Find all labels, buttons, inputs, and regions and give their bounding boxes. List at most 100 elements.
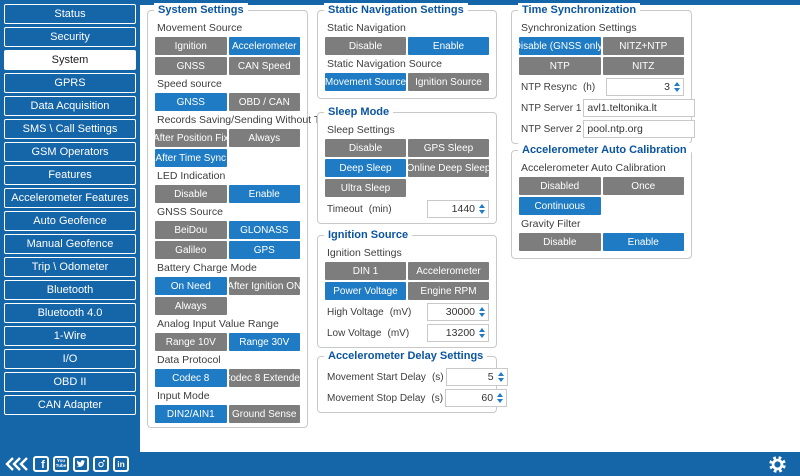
- opt-gravity-disable[interactable]: Disable: [519, 233, 601, 251]
- opt-can-speed[interactable]: CAN Speed: [228, 57, 300, 75]
- sidebar-item-features[interactable]: Features: [4, 165, 136, 185]
- collapse-chevrons-icon[interactable]: [5, 457, 29, 471]
- opt-after-position-fix[interactable]: After Position Fix: [155, 129, 227, 147]
- sidebar-item-gsm-operators[interactable]: GSM Operators: [4, 142, 136, 162]
- opt-codec-8[interactable]: Codec 8: [155, 369, 227, 387]
- opt-gravity-enable[interactable]: Enable: [602, 233, 684, 251]
- opt-gps[interactable]: GPS: [228, 241, 300, 259]
- spinner-icon[interactable]: [497, 372, 504, 382]
- opt-din-1[interactable]: DIN 1: [325, 262, 406, 280]
- instagram-icon[interactable]: [93, 456, 109, 472]
- opt-obd-can[interactable]: OBD / CAN: [228, 93, 300, 111]
- opt-led-enable[interactable]: Enable: [228, 185, 300, 203]
- opt-power-voltage[interactable]: Power Voltage: [325, 282, 406, 300]
- field-ntp-server-1: NTP Server 1: [519, 99, 696, 117]
- sidebar-item-can-adapter[interactable]: CAN Adapter: [4, 395, 136, 415]
- opt-online-deep-sleep[interactable]: Online Deep Sleep: [408, 159, 489, 177]
- field-label: Timeout: [327, 203, 363, 215]
- sidebar-item-system[interactable]: System: [4, 50, 136, 70]
- opt-movement-source[interactable]: Movement Source: [325, 73, 406, 91]
- movement-start-delay-input[interactable]: [446, 369, 507, 385]
- settings-gear-button[interactable]: [768, 455, 787, 476]
- youtube-icon[interactable]: You Tube: [53, 456, 69, 472]
- opt-after-ignition-on[interactable]: After Ignition ON: [228, 277, 300, 295]
- sidebar-item-trip-odometer[interactable]: Trip \ Odometer: [4, 257, 136, 277]
- sidebar-item-data-acquisition[interactable]: Data Acquisition: [4, 96, 136, 116]
- opt-ignition[interactable]: Ignition: [155, 37, 227, 55]
- opt-gnss-speed[interactable]: GNSS: [155, 93, 227, 111]
- opt-din2-ain1[interactable]: DIN2/AIN1: [155, 405, 227, 423]
- sidebar-item-1-wire[interactable]: 1-Wire: [4, 326, 136, 346]
- panel-accelerometer-delay: Accelerometer Delay Settings Movement St…: [317, 349, 508, 413]
- spinner-icon[interactable]: [497, 393, 504, 403]
- linkedin-icon[interactable]: in: [113, 456, 129, 472]
- panel-title: Static Navigation Settings: [324, 3, 468, 18]
- opt-nitz[interactable]: NITZ: [602, 57, 684, 75]
- opt-deep-sleep[interactable]: Deep Sleep: [325, 159, 406, 177]
- group-battery-charge-mode: Battery Charge Mode On Need After Igniti…: [155, 261, 300, 315]
- opt-engine-rpm[interactable]: Engine RPM: [408, 282, 489, 300]
- opt-always-charge[interactable]: Always: [155, 297, 227, 315]
- opt-accelerometer[interactable]: Accelerometer: [228, 37, 300, 55]
- sidebar-item-auto-geofence[interactable]: Auto Geofence: [4, 211, 136, 231]
- sidebar-item-security[interactable]: Security: [4, 27, 136, 47]
- spinner-icon[interactable]: [479, 204, 485, 214]
- sidebar-item-bluetooth[interactable]: Bluetooth: [4, 280, 136, 300]
- ntp-server-2-input[interactable]: [584, 121, 695, 137]
- sidebar-item-status[interactable]: Status: [4, 4, 136, 24]
- sidebar-item-gprs[interactable]: GPRS: [4, 73, 136, 93]
- opt-gnss[interactable]: GNSS: [155, 57, 227, 75]
- spinner-icon[interactable]: [479, 307, 485, 317]
- movement-stop-delay-input[interactable]: [446, 390, 507, 406]
- opt-ign-accelerometer[interactable]: Accelerometer: [408, 262, 489, 280]
- field-label: NTP Server 2: [521, 123, 582, 135]
- opt-ultra-sleep[interactable]: Ultra Sleep: [325, 179, 406, 197]
- opt-calib-once[interactable]: Once: [602, 177, 684, 195]
- group-label: Sleep Settings: [327, 124, 395, 136]
- opt-beidou[interactable]: BeiDou: [155, 221, 227, 239]
- opt-ground-sense[interactable]: Ground Sense: [228, 405, 300, 423]
- opt-after-time-sync[interactable]: After Time Sync: [155, 149, 227, 167]
- twitter-icon[interactable]: [73, 456, 89, 472]
- sidebar-item-obd-ii[interactable]: OBD II: [4, 372, 136, 392]
- ntp-resync-input[interactable]: [607, 79, 683, 95]
- facebook-icon[interactable]: f: [33, 456, 49, 472]
- twitter-bird-icon: [76, 460, 85, 467]
- opt-staticnav-disable[interactable]: Disable: [325, 37, 406, 55]
- low-voltage-input[interactable]: [428, 325, 488, 341]
- opt-on-need[interactable]: On Need: [155, 277, 227, 295]
- group-static-navigation: Static Navigation Disable Enable: [325, 21, 489, 55]
- sidebar-item-accelerometer-features[interactable]: Accelerometer Features: [4, 188, 136, 208]
- sidebar-item-manual-geofence[interactable]: Manual Geofence: [4, 234, 136, 254]
- opt-galileo[interactable]: Galileo: [155, 241, 227, 259]
- opt-range-30v[interactable]: Range 30V: [228, 333, 300, 351]
- timeout-input[interactable]: [428, 201, 488, 217]
- opt-range-10v[interactable]: Range 10V: [155, 333, 227, 351]
- opt-nitz-ntp[interactable]: NITZ+NTP: [602, 37, 684, 55]
- group-label: Analog Input Value Range: [157, 318, 279, 330]
- opt-always-ts[interactable]: Always: [228, 129, 300, 147]
- sidebar-item-sms-call-settings[interactable]: SMS \ Call Settings: [4, 119, 136, 139]
- panel-title: Ignition Source: [324, 228, 413, 243]
- opt-ignition-source[interactable]: Ignition Source: [408, 73, 489, 91]
- opt-sleep-disable[interactable]: Disable: [325, 139, 406, 157]
- spinner-icon[interactable]: [674, 82, 680, 92]
- group-label: Battery Charge Mode: [157, 262, 257, 274]
- sidebar-item-bluetooth-40[interactable]: Bluetooth 4.0: [4, 303, 136, 323]
- sidebar-item-io[interactable]: I/O: [4, 349, 136, 369]
- opt-led-disable[interactable]: Disable: [155, 185, 227, 203]
- opt-calib-disabled[interactable]: Disabled: [519, 177, 601, 195]
- group-speed-source: Speed source GNSS OBD / CAN: [155, 77, 300, 111]
- field-label: Low Voltage: [327, 327, 382, 339]
- opt-calib-continuous[interactable]: Continuous: [519, 197, 601, 215]
- opt-ntp[interactable]: NTP: [519, 57, 601, 75]
- field-unit: (mV): [387, 327, 410, 339]
- spinner-icon[interactable]: [479, 328, 485, 338]
- high-voltage-input[interactable]: [428, 304, 488, 320]
- opt-codec-8-extended[interactable]: Codec 8 Extended: [228, 369, 300, 387]
- ntp-server-1-input[interactable]: [584, 100, 695, 116]
- opt-staticnav-enable[interactable]: Enable: [408, 37, 489, 55]
- opt-disable-gnss-only[interactable]: Disable (GNSS only): [519, 37, 601, 55]
- opt-glonass[interactable]: GLONASS: [228, 221, 300, 239]
- opt-gps-sleep[interactable]: GPS Sleep: [408, 139, 489, 157]
